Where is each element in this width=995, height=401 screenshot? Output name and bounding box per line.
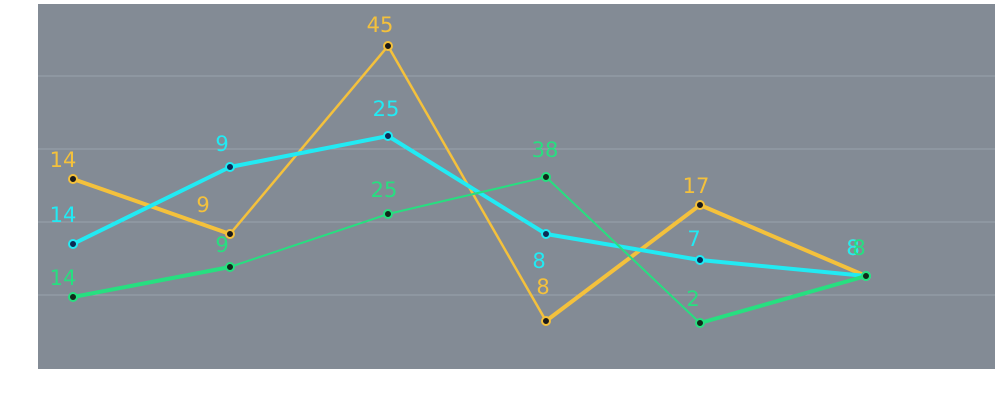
series-3-point-2[interactable] — [225, 262, 235, 272]
series-layer — [68, 41, 871, 328]
series-3-segment-5 — [698, 274, 868, 325]
series-3-point-4[interactable] — [541, 172, 551, 182]
series-2-data-label-3: 25 — [373, 97, 400, 121]
series-2-point-4[interactable] — [541, 229, 551, 239]
series-1-data-label-1: 14 — [50, 148, 77, 172]
series-2-point-1[interactable] — [68, 239, 78, 249]
series-2-point-2[interactable] — [225, 162, 235, 172]
series-3-data-label-4: 38 — [532, 138, 559, 162]
series-2 — [68, 131, 871, 281]
series-2-data-label-2: 9 — [215, 132, 228, 156]
series-2-segment-5 — [698, 258, 868, 278]
series-3-segment-2 — [229, 213, 389, 268]
series-3-segment-1 — [71, 265, 232, 299]
series-3-point-3[interactable] — [383, 209, 393, 219]
series-3-data-label-3: 25 — [371, 178, 398, 202]
series-3-point-6[interactable] — [861, 271, 871, 281]
series-1-segment-4 — [544, 203, 702, 323]
series-1-data-label-4: 8 — [536, 275, 549, 299]
series-1-point-3[interactable] — [383, 41, 393, 51]
series-2-data-label-1: 14 — [50, 203, 77, 227]
series-2-segment-1 — [71, 165, 232, 246]
series-3-data-label-2: 9 — [215, 233, 228, 257]
series-1-data-label-3: 45 — [367, 13, 394, 37]
series-2-data-label-5: 7 — [687, 227, 700, 251]
series-1-point-2[interactable] — [225, 229, 235, 239]
series-2-point-3[interactable] — [383, 131, 393, 141]
series-3-segment-4 — [545, 176, 701, 324]
series-1-segment-5 — [698, 203, 868, 278]
series-1-data-label-2: 9 — [196, 193, 209, 217]
series-1-data-label-6: 8 — [846, 236, 859, 260]
series-2-data-label-4: 8 — [532, 249, 545, 273]
series-2-point-5[interactable] — [695, 255, 705, 265]
series-1-point-4[interactable] — [541, 316, 551, 326]
series-3 — [68, 172, 871, 328]
series-3-point-1[interactable] — [68, 292, 78, 302]
series-3-point-5[interactable] — [695, 318, 705, 328]
series-3-segment-3 — [387, 176, 547, 215]
series-2-segment-2 — [228, 134, 390, 169]
series-1-segment-2 — [228, 44, 390, 236]
series-1-data-label-5: 17 — [683, 174, 710, 198]
series-3-data-label-1: 14 — [50, 266, 77, 290]
series-2-segment-4 — [544, 232, 702, 262]
series-1-point-5[interactable] — [695, 200, 705, 210]
series-2-data-label-6: 8 — [846, 236, 859, 260]
series-2-segment-3 — [386, 134, 548, 236]
series-1-point-1[interactable] — [68, 174, 78, 184]
series-3-data-label-5: 2 — [686, 287, 699, 311]
plot-area — [38, 4, 995, 369]
series-3-data-label-6: 8 — [852, 236, 865, 260]
